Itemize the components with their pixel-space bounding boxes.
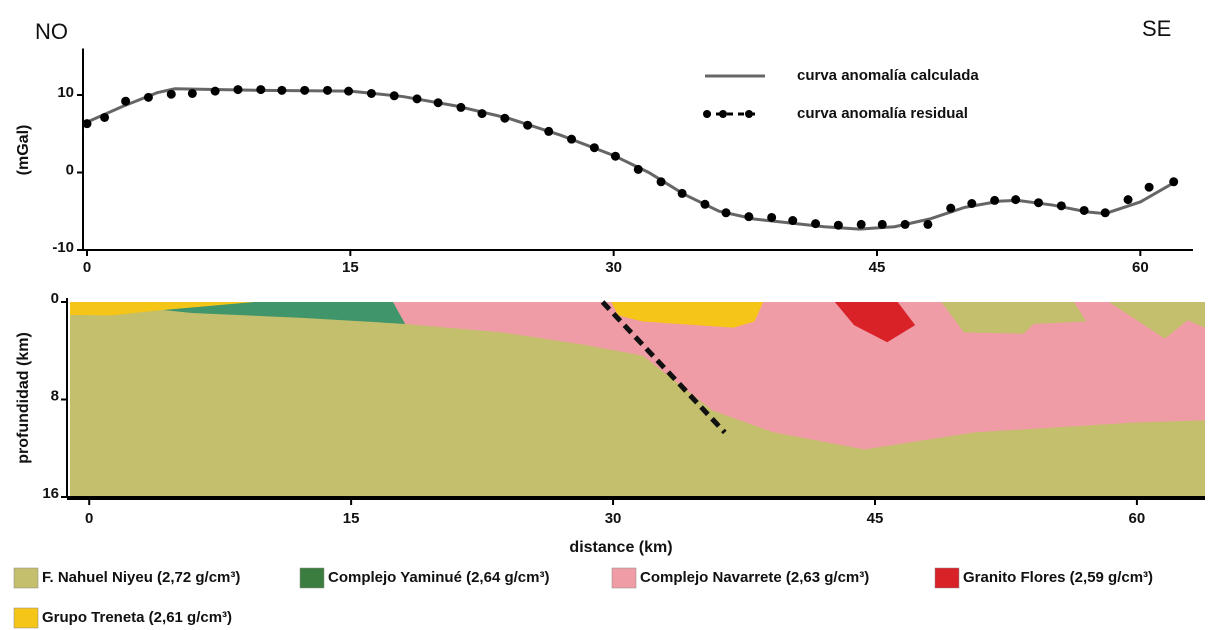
legend-label: Complejo Yaminué (2,64 g/cm³)	[328, 569, 549, 586]
figure: -10 0 10 0 15 30 45 60 curva anomalía calculada c…	[0, 0, 1217, 630]
label-no: NO	[35, 19, 68, 44]
x-tick-label: 0	[85, 510, 93, 527]
point	[1145, 183, 1154, 192]
point	[367, 89, 376, 98]
point	[878, 220, 887, 229]
x-tick-label: 0	[83, 259, 91, 276]
y-tick-label: 16	[42, 485, 59, 502]
x-axis-label: distance (km)	[569, 539, 672, 556]
line	[87, 89, 1175, 229]
legend-label: Granito Flores (2,59 g/cm³)	[963, 569, 1153, 586]
x-tick-label: 45	[869, 259, 886, 276]
legend-swatch	[612, 568, 636, 588]
x-tick-label: 15	[343, 510, 360, 527]
point	[857, 220, 866, 229]
point	[990, 196, 999, 205]
point	[611, 152, 620, 161]
x-tick-label: 15	[342, 259, 359, 276]
point	[811, 219, 820, 228]
point	[1124, 195, 1133, 204]
point	[657, 177, 666, 186]
legend-label: curva anomalía residual	[797, 105, 968, 122]
point	[788, 216, 797, 225]
point	[901, 220, 910, 229]
point	[744, 212, 753, 221]
point	[567, 135, 576, 144]
legend-dot	[719, 110, 727, 118]
point	[390, 91, 399, 100]
legend-dot	[703, 110, 711, 118]
point	[967, 199, 976, 208]
point	[923, 220, 932, 229]
point	[256, 85, 265, 94]
point	[634, 165, 643, 174]
point	[167, 90, 176, 99]
point	[83, 119, 92, 128]
legend-swatch	[14, 608, 38, 628]
y-tick-label: 0	[51, 290, 59, 307]
point	[1169, 177, 1178, 186]
point	[300, 86, 309, 95]
point	[233, 85, 242, 94]
x-tick-label: 30	[605, 510, 622, 527]
point	[946, 204, 955, 213]
legend-swatch	[935, 568, 959, 588]
legend-label: Grupo Treneta (2,61 g/cm³)	[42, 609, 232, 626]
point	[277, 86, 286, 95]
point	[478, 109, 487, 118]
y-tick-label: -10	[52, 239, 74, 256]
point	[188, 89, 197, 98]
legend-swatch	[14, 568, 38, 588]
point	[144, 93, 153, 102]
x-tick-label: 60	[1129, 510, 1146, 527]
point	[100, 113, 109, 122]
point	[523, 121, 532, 130]
point	[678, 189, 687, 198]
point	[1101, 208, 1110, 217]
point	[1034, 198, 1043, 207]
y-tick-label: 8	[51, 387, 59, 404]
point	[544, 127, 553, 136]
point	[722, 208, 731, 217]
legend-label: curva anomalía calculada	[797, 67, 979, 84]
point	[1080, 206, 1089, 215]
point	[767, 213, 776, 222]
point	[1057, 201, 1066, 210]
legend-swatch	[300, 568, 324, 588]
y-tick-label: 10	[57, 84, 74, 101]
point	[834, 221, 843, 230]
legend-dot	[745, 110, 753, 118]
point	[413, 94, 422, 103]
legend-label: Complejo Navarrete (2,63 g/cm³)	[640, 569, 869, 586]
point	[456, 103, 465, 112]
point	[1011, 195, 1020, 204]
point	[590, 143, 599, 152]
point	[121, 97, 130, 106]
y-axis-label: (mGal)	[15, 125, 32, 176]
point	[344, 87, 353, 96]
point	[211, 87, 220, 96]
y-tick-label: 0	[66, 161, 74, 178]
x-tick-label: 30	[605, 259, 622, 276]
x-tick-label: 60	[1132, 259, 1149, 276]
x-tick-label: 45	[867, 510, 884, 527]
point	[500, 114, 509, 123]
point	[700, 200, 709, 209]
point	[323, 86, 332, 95]
y-axis-label: profundidad (km)	[15, 332, 32, 464]
label-se: SE	[1142, 16, 1171, 41]
legend-label: F. Nahuel Niyeu (2,72 g/cm³)	[42, 569, 240, 586]
point	[434, 98, 443, 107]
